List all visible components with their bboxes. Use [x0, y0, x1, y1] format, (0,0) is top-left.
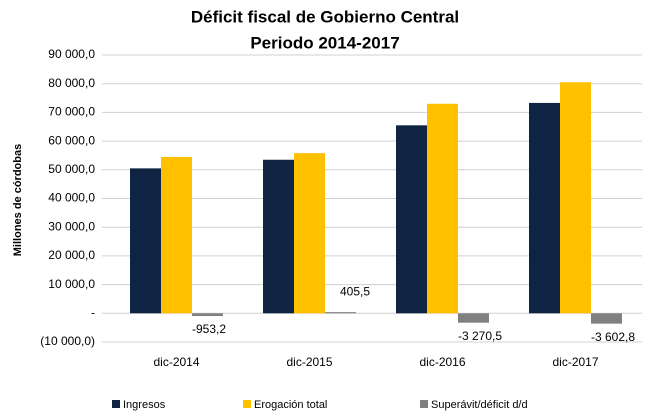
- x-tick-label: dic-2017: [552, 355, 598, 369]
- bar: [591, 313, 622, 324]
- data-label: 405,5: [340, 284, 370, 298]
- bar: [325, 312, 356, 314]
- y-tick-label: 80 000,0: [48, 76, 95, 90]
- bar: [294, 153, 325, 314]
- chart-subtitle: Periodo 2014-2017: [250, 33, 399, 52]
- y-tick-label: (10 000,0): [40, 334, 95, 348]
- y-tick-label: 40 000,0: [48, 191, 95, 205]
- bar: [192, 313, 223, 317]
- bar: [396, 125, 427, 314]
- data-label: -3 602,8: [591, 330, 635, 344]
- y-tick-label: 50 000,0: [48, 162, 95, 176]
- chart-title: Déficit fiscal de Gobierno Central: [191, 7, 459, 26]
- legend-label: Superávit/déficit d/d: [431, 399, 528, 411]
- y-tick-label: -: [91, 305, 95, 319]
- y-tick-label: 60 000,0: [48, 133, 95, 147]
- legend-swatch: [112, 400, 120, 408]
- data-label: -953,2: [192, 322, 226, 336]
- bar: [130, 168, 161, 314]
- x-tick-label: dic-2015: [286, 355, 332, 369]
- y-axis-label: Millones de córdobas: [12, 144, 24, 256]
- legend-label: Ingresos: [123, 399, 166, 411]
- legend-swatch: [420, 400, 428, 408]
- y-tick-label: 90 000,0: [48, 47, 95, 61]
- y-tick-label: 10 000,0: [48, 277, 95, 291]
- bar: [529, 102, 560, 314]
- y-tick-label: 70 000,0: [48, 105, 95, 119]
- x-tick-label: dic-2014: [153, 355, 199, 369]
- y-tick-label: 30 000,0: [48, 219, 95, 233]
- data-label: -3 270,5: [458, 329, 502, 343]
- y-tick-label: 20 000,0: [48, 248, 95, 262]
- bar: [458, 313, 489, 323]
- bar: [263, 159, 294, 314]
- x-tick-label: dic-2016: [419, 355, 465, 369]
- legend-swatch: [243, 400, 251, 408]
- bar: [161, 156, 192, 314]
- bar: [427, 103, 458, 314]
- bar: [560, 82, 591, 314]
- legend-label: Erogación total: [254, 399, 327, 411]
